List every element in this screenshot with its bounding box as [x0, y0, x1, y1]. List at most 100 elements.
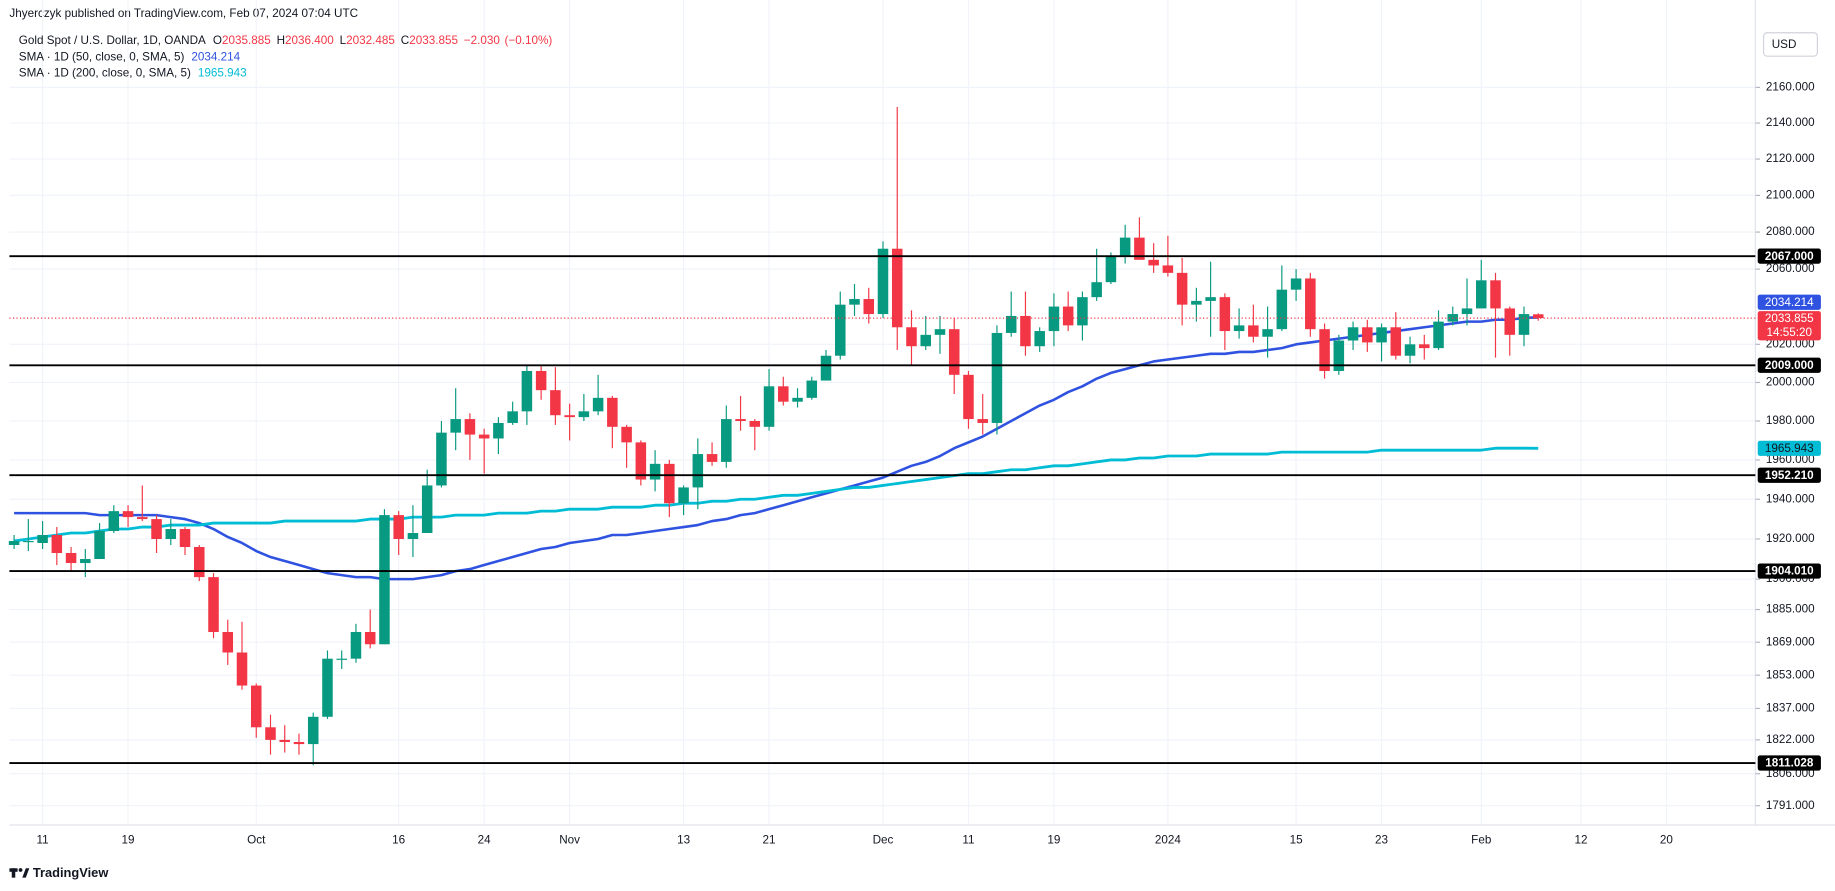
candle-body: [80, 559, 91, 564]
quote-value: 2033.855: [409, 34, 458, 47]
y-tick-label: 1853.000: [1766, 668, 1815, 681]
legend-value: 2034.214: [191, 50, 240, 63]
logo-shape: [18, 868, 23, 872]
x-tick-label: 16: [392, 833, 405, 846]
candle-body: [749, 421, 761, 427]
symbol-title: Gold Spot / U.S. Dollar, 1D, OANDA: [19, 34, 206, 47]
candle-body: [364, 631, 376, 645]
candle-body: [1504, 308, 1516, 335]
candle-body: [1305, 278, 1316, 330]
candle-body: [963, 374, 974, 420]
candle-body: [849, 299, 860, 305]
candle-body: [51, 535, 63, 554]
candle-body: [23, 540, 34, 543]
x-tick-label: Feb: [1471, 833, 1492, 846]
x-tick-label: 13: [677, 833, 690, 846]
quote-key: L: [340, 34, 347, 47]
level-label: 1811.028: [1765, 757, 1814, 770]
candle-body: [1062, 306, 1074, 326]
candle-body: [664, 463, 675, 504]
candle-body: [265, 727, 276, 740]
currency-button[interactable]: [1762, 32, 1818, 57]
y-tick-label: 2160.000: [1766, 80, 1815, 93]
candle-body: [778, 386, 789, 402]
x-tick-label: 19: [122, 833, 135, 846]
change-value: −2.030: [464, 34, 501, 47]
candle-body: [94, 531, 105, 560]
legend-row: SMA · 1D (50, close, 0, SMA, 5) 2034.214: [19, 50, 241, 63]
currency-label[interactable]: USD: [1772, 38, 1797, 51]
candle-body: [678, 487, 689, 504]
candle-body: [635, 442, 647, 480]
candle-body: [863, 299, 875, 315]
brand-logo: TradingView: [9, 865, 109, 880]
candle-body: [1475, 280, 1487, 309]
candle-body: [379, 515, 390, 645]
candle-body: [37, 535, 48, 543]
candle-body: [1233, 325, 1245, 332]
quote-value: 2032.485: [346, 34, 395, 47]
change-percent: (−0.10%): [505, 34, 553, 47]
x-tick-label: 12: [1574, 833, 1587, 846]
y-tick-label: 2140.000: [1766, 116, 1815, 129]
x-tick-label: Dec: [873, 833, 894, 846]
candle-body: [1276, 289, 1288, 330]
candle-body: [1532, 314, 1544, 319]
candle-body: [137, 517, 148, 520]
candle-body: [407, 533, 419, 539]
candle-body: [279, 739, 291, 742]
candle-body: [891, 248, 903, 328]
x-tick-label: 23: [1375, 833, 1388, 846]
y-tick-label: 2060.000: [1766, 262, 1815, 275]
sma-price-box: [1757, 294, 1821, 310]
y-tick-label: 1920.000: [1766, 532, 1815, 545]
legend-title: Gold Spot / U.S. Dollar, 1D, OANDA O2035.…: [19, 34, 553, 47]
candle-body: [706, 454, 718, 462]
brand-name: TradingView: [33, 865, 110, 880]
x-tick-label: 11: [37, 833, 49, 846]
candle-body: [564, 415, 575, 418]
candle-body: [877, 248, 889, 315]
x-tick-label: 15: [1290, 833, 1304, 846]
candle-body: [806, 380, 818, 398]
x-tick-label: Oct: [247, 833, 266, 846]
candle-body: [222, 631, 234, 653]
candle-body: [1362, 327, 1373, 343]
candle-body: [464, 419, 476, 435]
quote-key: C: [401, 34, 409, 47]
candle-body: [1419, 344, 1430, 349]
candle-body: [293, 741, 305, 745]
x-tick-label: 20: [1660, 833, 1674, 846]
sma-price-label: 2034.214: [1765, 296, 1814, 309]
candle-body: [8, 540, 20, 545]
x-tick-label: 2024: [1155, 833, 1182, 846]
candle-body: [236, 652, 248, 686]
last-price-box: [1757, 311, 1821, 341]
countdown-label: 14:55:20: [1767, 326, 1813, 339]
level-label: 1952.210: [1765, 469, 1814, 482]
quote-value: 2035.885: [222, 34, 271, 47]
level-label: 1904.010: [1765, 565, 1814, 578]
candle-body: [1219, 297, 1231, 332]
candle-body: [835, 304, 846, 356]
sma-line: [14, 316, 1539, 581]
sma-line: [13, 446, 1539, 543]
candle-body: [948, 329, 960, 375]
y-tick-label: 2020.000: [1766, 337, 1815, 350]
candle-body: [436, 432, 447, 486]
quote-value: 2036.400: [285, 34, 334, 47]
candle-body: [1091, 282, 1102, 298]
candle-body: [1333, 340, 1345, 371]
candle-body: [208, 577, 219, 632]
candle-body: [649, 463, 661, 480]
candle-body: [1390, 327, 1402, 356]
x-tick-label: 19: [1047, 833, 1060, 846]
candle-body: [1205, 297, 1216, 301]
logo-shape: [22, 868, 30, 878]
candle-body: [906, 327, 917, 347]
candle-body: [1105, 256, 1117, 283]
x-tick-label: 24: [478, 833, 492, 846]
